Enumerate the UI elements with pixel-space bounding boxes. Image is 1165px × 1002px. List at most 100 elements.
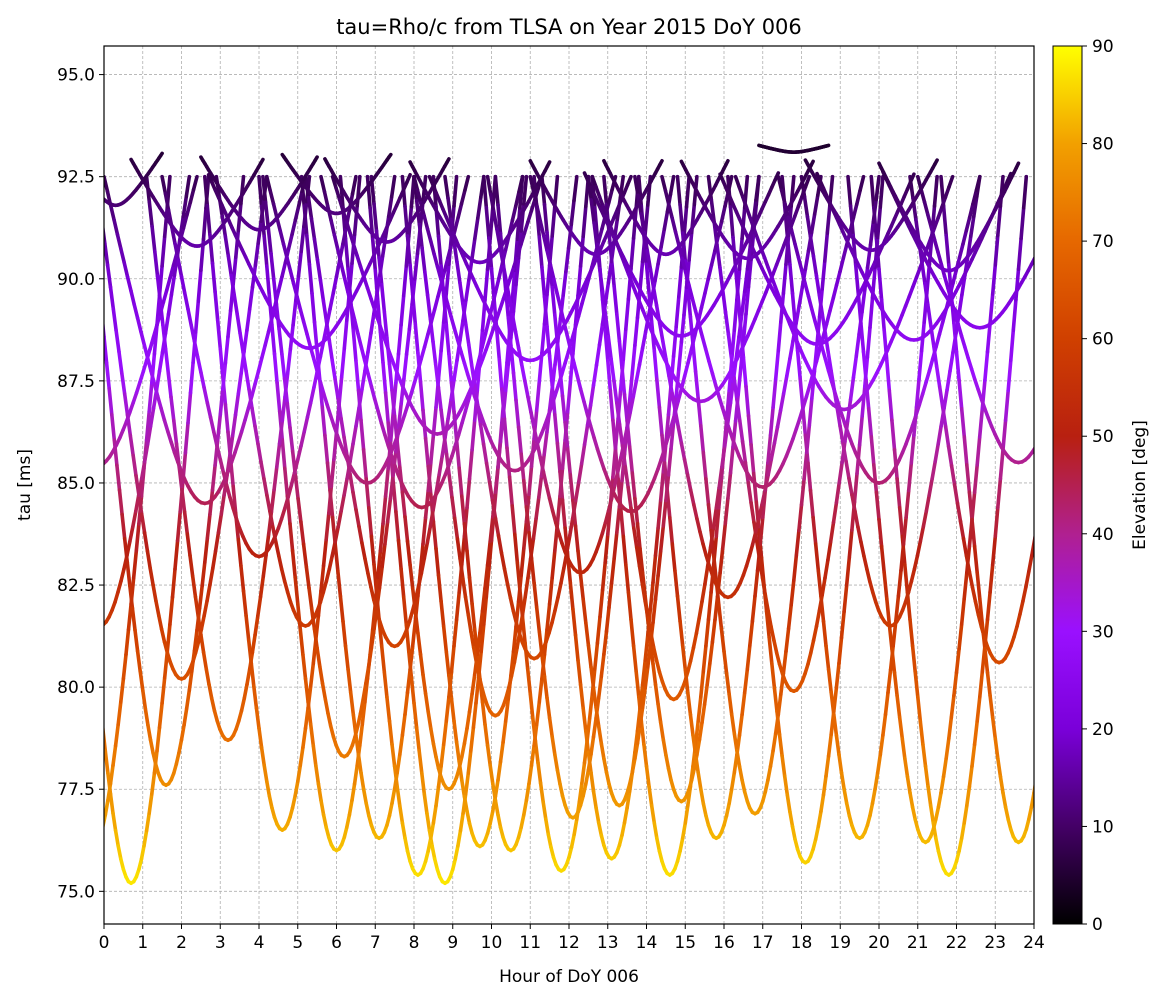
- pass-segment: [483, 267, 490, 302]
- pass-segment: [302, 199, 309, 229]
- pass-segment: [844, 459, 851, 481]
- pass-segment: [488, 515, 495, 544]
- pass-segment: [236, 429, 244, 445]
- pass-segment: [464, 278, 471, 303]
- pass-segment: [830, 380, 838, 396]
- pass-segment: [869, 435, 876, 467]
- pass-segment: [837, 460, 844, 485]
- pass-segment: [998, 447, 1005, 481]
- pass-segment: [173, 538, 180, 571]
- pass-segment: [816, 809, 823, 829]
- pass-segment: [321, 392, 330, 407]
- pass-segment: [766, 764, 773, 782]
- pass-segment: [470, 237, 477, 262]
- pass-segment: [496, 203, 503, 236]
- pass-segment: [26, 275, 29, 295]
- pass-segment: [299, 224, 306, 254]
- pass-segment: [192, 628, 199, 653]
- pass-segment: [640, 658, 648, 687]
- colorbar-tick-label: 10: [1092, 817, 1114, 837]
- pass-segment: [226, 308, 233, 339]
- pass-segment: [129, 288, 136, 307]
- pass-segment: [288, 521, 295, 553]
- pass-segment: [678, 619, 685, 648]
- pass-segment: [303, 705, 310, 731]
- pass-segment: [647, 784, 654, 808]
- pass-segment: [9, 228, 12, 241]
- pass-segment: [680, 231, 688, 263]
- pass-segment: [188, 187, 196, 205]
- pass-segment: [962, 344, 970, 360]
- pass-segment: [111, 811, 118, 833]
- pass-segment: [700, 702, 707, 725]
- pass-segment: [67, 724, 70, 745]
- pass-segment: [49, 372, 52, 383]
- pass-segment: [824, 309, 832, 326]
- pass-segment: [766, 457, 774, 477]
- pass-segment: [821, 322, 829, 339]
- pass-segment: [959, 333, 967, 349]
- pass-segment: [444, 157, 451, 165]
- pass-segment: [73, 556, 76, 569]
- pass-segment: [122, 554, 129, 572]
- pass-segment: [585, 412, 593, 429]
- pass-segment: [264, 779, 272, 798]
- pass-segment: [134, 493, 141, 514]
- pass-segment: [658, 524, 666, 553]
- pass-segment: [32, 314, 35, 333]
- colorbar-tick-label: 50: [1092, 427, 1114, 447]
- pass-segment: [693, 369, 701, 401]
- pass-segment: [661, 498, 668, 528]
- pass-segment: [186, 391, 193, 425]
- pass-segment: [401, 264, 409, 298]
- pass-segment: [259, 459, 266, 481]
- pass-segment: [466, 342, 474, 367]
- pass-segment: [685, 658, 693, 674]
- pass-segment: [540, 652, 547, 679]
- pass-segment: [577, 781, 584, 804]
- pass-segment: [801, 394, 809, 410]
- pass-segment: [299, 430, 307, 448]
- pass-segment: [148, 406, 156, 429]
- pass-segment: [463, 771, 471, 796]
- pass-segment: [683, 269, 691, 287]
- pass-segment: [893, 594, 901, 624]
- pass-segment: [416, 571, 424, 589]
- pass-segment: [285, 347, 293, 376]
- pass-segment: [643, 203, 650, 236]
- pass-segment: [510, 312, 518, 334]
- pass-segment: [465, 372, 473, 388]
- pass-curve: [602, 159, 730, 257]
- pass-curve: [877, 161, 1021, 273]
- pass-segment: [578, 573, 586, 602]
- pass-segment: [212, 430, 219, 448]
- pass-segment: [631, 644, 639, 674]
- pass-segment: [91, 617, 94, 622]
- pass-segment: [449, 314, 457, 330]
- pass-segment: [272, 352, 279, 385]
- pass-segment: [596, 724, 604, 746]
- pass-segment: [435, 264, 443, 282]
- pass-segment: [56, 393, 59, 403]
- pass-segment: [69, 746, 72, 766]
- pass-segment: [155, 394, 163, 411]
- pass-segment: [293, 473, 300, 501]
- pass-segment: [555, 768, 562, 786]
- pass-segment: [848, 375, 856, 402]
- pass-segment: [747, 619, 755, 648]
- pass-segment: [962, 570, 969, 601]
- pass-segment: [567, 516, 575, 538]
- pass-segment: [360, 700, 367, 727]
- pass-segment: [538, 781, 546, 804]
- pass-segment: [682, 285, 689, 317]
- pass-segment: [149, 369, 157, 386]
- pass-segment: [869, 174, 876, 210]
- pass-segment: [857, 414, 865, 447]
- pass-segment: [330, 539, 338, 558]
- pass-segment: [350, 174, 358, 196]
- pass-segment: [740, 778, 747, 794]
- pass-segment: [914, 377, 921, 410]
- pass-segment: [988, 292, 995, 325]
- pass-segment: [319, 563, 326, 593]
- pass-segment: [342, 476, 349, 498]
